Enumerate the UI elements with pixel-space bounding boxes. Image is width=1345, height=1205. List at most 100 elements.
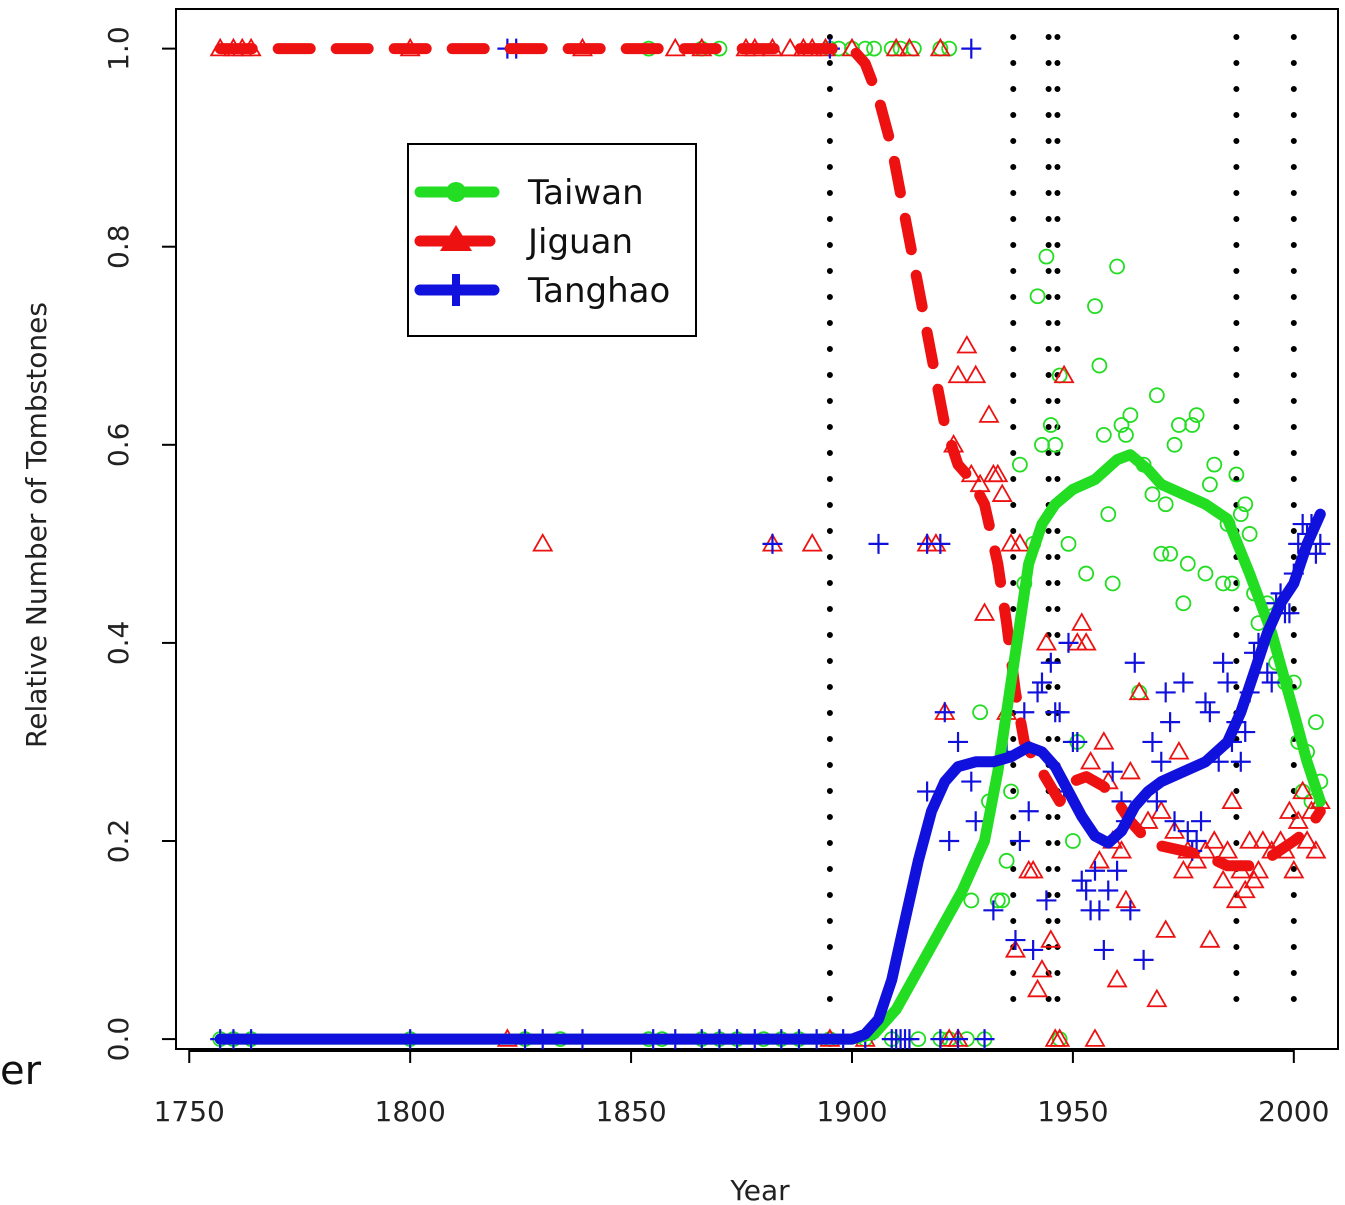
tanghao-point (1133, 949, 1154, 970)
jiguan-point (1234, 879, 1256, 899)
y-tick-label: 0.4 (102, 621, 135, 666)
taiwan-point (1184, 417, 1201, 433)
taiwan-point (1029, 288, 1046, 305)
jiguan-point (973, 602, 996, 621)
jiguan-point (1137, 810, 1159, 829)
y-tick-label: 0.2 (102, 819, 135, 864)
tanghao-point (1191, 811, 1212, 832)
taiwan-point (1109, 258, 1125, 275)
taiwan-point (1047, 436, 1064, 453)
jiguan-point (1150, 800, 1172, 819)
tanghao-point (1098, 880, 1119, 901)
jiguan-point (1035, 632, 1057, 651)
jiguan-point (1088, 849, 1110, 869)
taiwan-trend-line (214, 449, 1326, 1045)
taiwan-point (1157, 496, 1174, 513)
tanghao-point (1155, 682, 1176, 703)
jiguan-point (929, 37, 951, 57)
legend-label-jiguan: Jiguan (526, 222, 633, 262)
tanghao-point (1036, 890, 1057, 911)
tanghao-point (1031, 672, 1052, 693)
taiwan-point (1166, 436, 1183, 453)
tanghao-point (917, 781, 938, 802)
jiguan-point (947, 364, 969, 384)
taiwan-point (1201, 476, 1218, 493)
jiguan-point (978, 404, 1000, 423)
tanghao-point (1107, 860, 1128, 881)
y-tick-label: 0.0 (102, 1017, 135, 1062)
tanghao-point (1310, 533, 1331, 554)
jiguan-point (532, 533, 554, 552)
jiguan-point (1221, 790, 1243, 810)
tanghao-point (1160, 712, 1181, 733)
taiwan-point (1118, 427, 1134, 443)
jiguan-point (1084, 1028, 1106, 1047)
legend-marker-circle-icon (446, 182, 466, 202)
tanghao-point (948, 1029, 969, 1050)
y-tick-label: 1.0 (102, 26, 135, 71)
tanghao-point (974, 1029, 995, 1050)
x-tick-label: 1900 (816, 1095, 887, 1128)
tanghao-point (1071, 870, 1092, 891)
taiwan-point (1171, 417, 1187, 433)
x-tick-label: 1950 (1037, 1095, 1108, 1128)
taiwan-point (1038, 248, 1055, 265)
taiwan-point (1122, 407, 1139, 423)
tanghao-point (1257, 662, 1278, 683)
taiwan-point (1003, 783, 1019, 800)
jiguan-point (1004, 939, 1027, 958)
tanghao-point (1279, 603, 1300, 624)
jiguan-point (1203, 830, 1225, 849)
jiguan-point (779, 37, 801, 57)
taiwan-point (1065, 833, 1081, 849)
tanghao-point (1023, 939, 1044, 960)
jiguan-point (956, 334, 978, 354)
tanghao-point (1217, 672, 1238, 693)
tanghao-point (1102, 761, 1123, 782)
legend-marker-triangle-icon (440, 225, 472, 251)
jiguan-point (1053, 364, 1075, 384)
taiwan-point (972, 704, 989, 721)
taiwan-point (1148, 387, 1165, 404)
tanghao-point (1067, 731, 1088, 752)
jiguan-point (1071, 612, 1093, 631)
taiwan-point (1060, 535, 1077, 552)
taiwan-point (1011, 456, 1028, 473)
tanghao-point (939, 831, 960, 851)
tanghao-point (961, 771, 982, 792)
tanghao-point (1235, 722, 1256, 743)
taiwan-point (1144, 486, 1161, 503)
taiwan-point (1232, 506, 1249, 523)
tanghao-point (1040, 652, 1061, 673)
jiguan-point (1093, 731, 1115, 750)
taiwan-point (1228, 466, 1245, 483)
jiguan-point (1199, 929, 1221, 948)
taiwan-point (1087, 298, 1103, 315)
taiwan-point (989, 892, 1006, 909)
jiguan-point (1225, 889, 1247, 909)
tanghao-point (961, 38, 982, 59)
taiwan-point (1215, 575, 1232, 592)
tanghao-point (899, 1029, 920, 1050)
taiwan-point (1104, 575, 1121, 592)
legend-label-taiwan: Taiwan (527, 173, 644, 213)
x-tick-label: 1850 (595, 1095, 666, 1128)
tanghao-point (1213, 652, 1234, 673)
tanghao-point (1018, 801, 1039, 822)
tanghao-point (1146, 791, 1167, 812)
taiwan-point (1179, 555, 1196, 572)
tanghao-point (965, 811, 986, 832)
jiguan-point (1252, 830, 1274, 849)
jiguan-point (1163, 820, 1186, 839)
taiwan-point (1162, 545, 1179, 562)
jiguan-point (1194, 840, 1217, 859)
jiguan-point (1212, 869, 1234, 889)
tanghao-point (1093, 939, 1114, 960)
jiguan-point (987, 463, 1009, 483)
jiguan-point (1119, 760, 1141, 780)
x-tick-label: 2000 (1258, 1095, 1329, 1128)
jiguan-point (1216, 840, 1239, 859)
taiwan-point (1197, 565, 1214, 582)
taiwan-point (1188, 407, 1205, 423)
